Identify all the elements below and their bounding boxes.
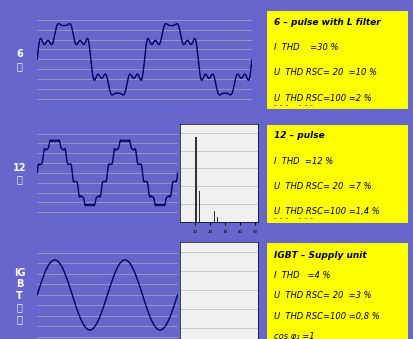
Bar [199, 191, 200, 222]
Text: I  THD    =30 %: I THD =30 % [273, 43, 338, 52]
Text: U  THD RSC= 20  =3 %: U THD RSC= 20 =3 % [273, 291, 371, 300]
Text: I  THD  =12 %: I THD =12 % [273, 157, 333, 165]
FancyBboxPatch shape [266, 242, 409, 339]
Bar [217, 217, 218, 222]
Text: U  THD RSC=100 =1,4 %: U THD RSC=100 =1,4 % [273, 207, 379, 216]
Text: U  THD RSC= 20  =7 %: U THD RSC= 20 =7 % [273, 182, 371, 191]
Text: 6 – pulse with L filter: 6 – pulse with L filter [273, 18, 380, 27]
FancyBboxPatch shape [266, 124, 409, 224]
Text: IG
B
T
整
流: IG B T 整 流 [14, 267, 25, 324]
Bar [195, 137, 197, 222]
Text: I  THD   =4 %: I THD =4 % [273, 271, 330, 280]
Text: - - -    - - -: - - - - - - [273, 214, 313, 223]
FancyBboxPatch shape [266, 10, 409, 110]
Text: 12
脉: 12 脉 [13, 163, 26, 184]
Text: 12 – pulse: 12 – pulse [273, 131, 324, 140]
Bar [214, 211, 215, 222]
Text: - - -    - - -: - - - - - - [273, 101, 313, 110]
Text: IGBT – Supply unit: IGBT – Supply unit [273, 251, 366, 260]
Text: U  THD RSC=100 =2 %: U THD RSC=100 =2 % [273, 94, 371, 103]
Text: U  THD RSC= 20  =10 %: U THD RSC= 20 =10 % [273, 68, 377, 77]
Text: cos φ₁ =1: cos φ₁ =1 [273, 332, 314, 339]
Text: 6
脉: 6 脉 [16, 49, 23, 71]
Text: U  THD RSC=100 =0,8 %: U THD RSC=100 =0,8 % [273, 312, 379, 321]
